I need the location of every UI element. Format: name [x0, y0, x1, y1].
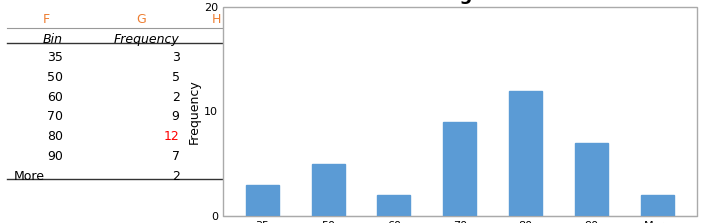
Text: 90: 90 — [47, 150, 63, 163]
Text: More: More — [13, 170, 44, 183]
Bar — [377, 195, 410, 216]
Text: 70: 70 — [47, 110, 63, 124]
Bar — [575, 143, 608, 216]
Bar — [246, 185, 279, 216]
Bar — [641, 195, 674, 216]
Text: 9: 9 — [172, 110, 180, 124]
Text: 3: 3 — [172, 51, 180, 64]
Text: F: F — [42, 13, 49, 26]
Text: 50: 50 — [47, 71, 63, 84]
Text: Bin: Bin — [43, 33, 63, 46]
Text: G: G — [136, 13, 146, 26]
Bar — [222, 7, 697, 216]
Text: 5: 5 — [172, 71, 180, 84]
Text: 80: 80 — [47, 130, 63, 143]
Text: Frequency: Frequency — [114, 33, 180, 46]
Text: 60: 60 — [47, 91, 63, 103]
Text: 2: 2 — [172, 170, 180, 183]
Y-axis label: Frequency: Frequency — [188, 79, 201, 144]
Title: Histogram: Histogram — [408, 0, 513, 4]
Text: H: H — [211, 13, 221, 26]
Bar — [444, 122, 477, 216]
Bar — [312, 164, 344, 216]
Text: 12: 12 — [164, 130, 180, 143]
Bar — [509, 91, 542, 216]
Text: 35: 35 — [47, 51, 63, 64]
Text: 2: 2 — [172, 91, 180, 103]
Text: 7: 7 — [172, 150, 180, 163]
